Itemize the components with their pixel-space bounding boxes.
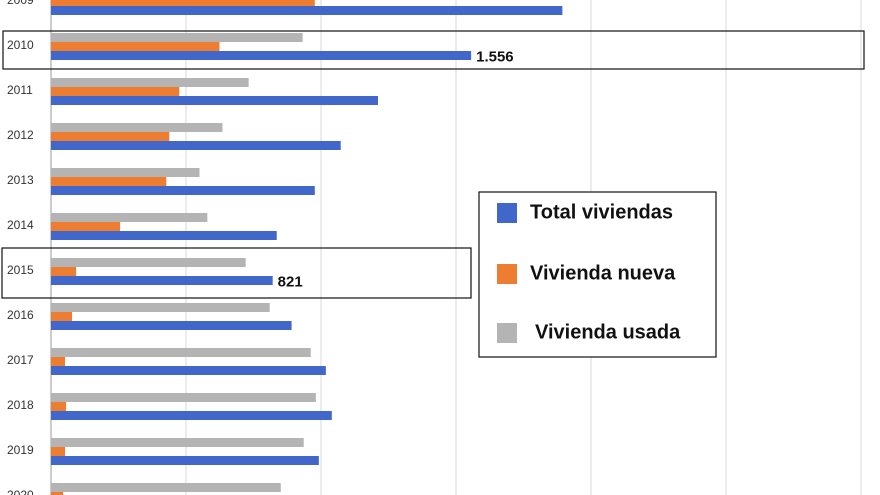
category-label: 2014: [7, 218, 34, 232]
bar: [51, 348, 311, 357]
bar: [51, 366, 326, 375]
bar: [51, 78, 249, 87]
bar: [51, 258, 246, 267]
bar: [51, 303, 270, 312]
bar: [51, 438, 304, 447]
legend-swatch: [497, 264, 517, 284]
legend-label: Vivienda nueva: [530, 262, 676, 284]
legend-label: Vivienda usada: [535, 321, 681, 343]
highlight-box: [1, 247, 472, 299]
bar: [51, 177, 167, 186]
bar: [51, 357, 66, 366]
bar: [51, 483, 281, 492]
bar: [51, 276, 273, 285]
data-label: 821: [278, 273, 303, 290]
legend-swatch: [497, 203, 517, 223]
category-label: 2009: [7, 0, 34, 7]
bar: [51, 42, 220, 51]
category-label: 2013: [7, 173, 34, 187]
category-label: 2017: [7, 353, 34, 367]
legend-label: Total viviendas: [530, 201, 673, 223]
highlight-box: [2, 30, 865, 70]
data-label: 1.556: [476, 48, 514, 65]
legend-box: [478, 191, 717, 358]
bar: [51, 492, 64, 495]
category-label: 2012: [7, 128, 34, 142]
category-label: 2020: [7, 488, 34, 495]
bars: 2009 2010 1.556 2011 2012 2013 2014 2015 821 2016…: [7, 0, 563, 495]
bar: [51, 168, 200, 177]
category-label: 2016: [7, 308, 34, 322]
bar: [51, 0, 315, 6]
bar: [51, 33, 303, 42]
bar: [51, 393, 316, 402]
bar: [51, 456, 319, 465]
bar: [51, 402, 67, 411]
bar: [51, 123, 223, 132]
category-label: 2011: [7, 83, 33, 97]
bar: [51, 267, 77, 276]
category-label: 2018: [7, 398, 34, 412]
legend-swatch: [497, 323, 517, 343]
category-label: 2010: [7, 38, 34, 52]
bar: [51, 231, 277, 240]
bar: [51, 141, 341, 150]
legend: Total viviendas Vivienda nueva Vivienda us…: [497, 201, 681, 343]
bar: [51, 222, 121, 231]
bar: [51, 6, 563, 15]
bar: [51, 51, 472, 60]
bar: [51, 312, 73, 321]
bar: [51, 447, 66, 456]
bar: [51, 411, 332, 420]
bar: [51, 87, 180, 96]
category-label: 2019: [7, 443, 34, 457]
bar: [51, 321, 292, 330]
bar: [51, 132, 170, 141]
bar: [51, 96, 378, 105]
bar: [51, 213, 208, 222]
category-label: 2015: [7, 263, 34, 277]
bar: [51, 186, 315, 195]
